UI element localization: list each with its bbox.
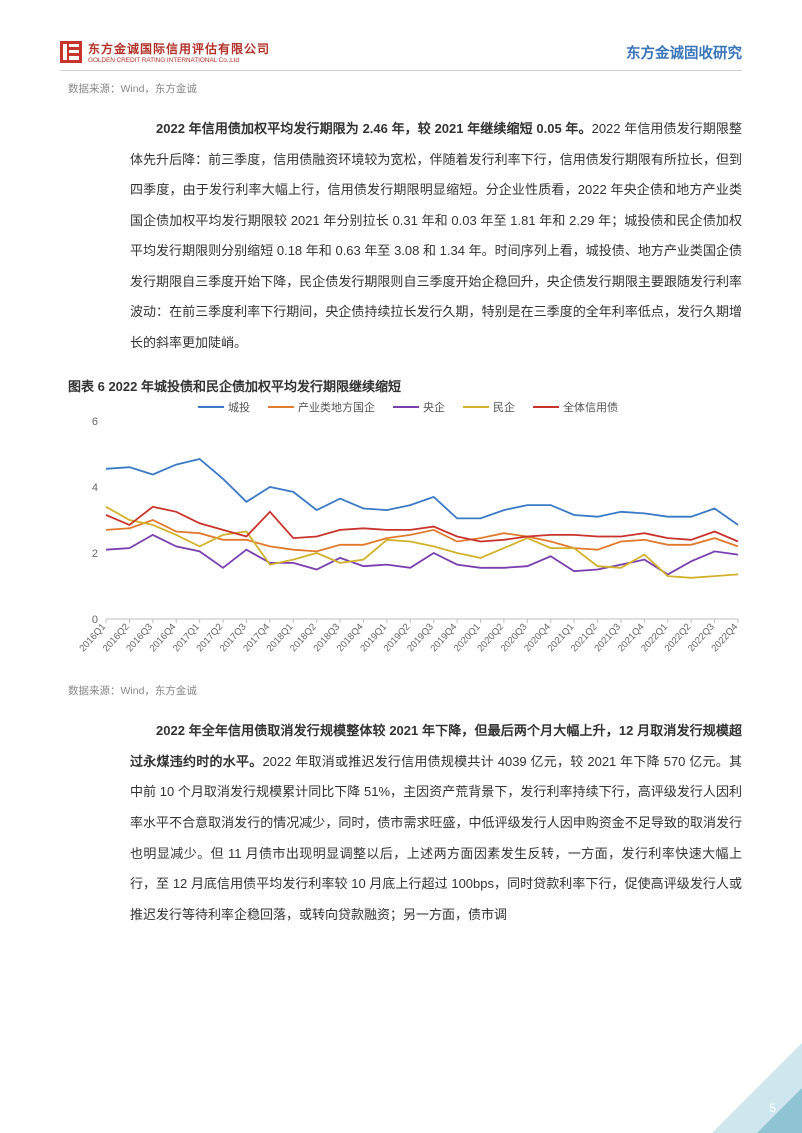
- chart-legend: 城投 产业类地方国企 央企 民企 全体信用债: [68, 399, 748, 415]
- logo-text-cn: 东方金诚国际信用评估有限公司: [88, 40, 270, 57]
- svg-text:2: 2: [92, 548, 98, 560]
- logo-icon: [60, 41, 82, 63]
- chart-6: 城投产业类地方国企央企民企全体信用债 02462016Q12016Q22016Q…: [68, 399, 748, 677]
- legend-item: 产业类地方国企: [268, 399, 375, 415]
- chart-source: 数据来源：Wind，东方金诚: [68, 683, 742, 698]
- chart-title: 图表 6 2022 年城投债和民企债加权平均发行期限继续缩短: [68, 376, 742, 395]
- paragraph-2-body: 2022 年取消或推迟发行信用债规模共计 4039 亿元，较 2021 年下降 …: [130, 754, 742, 922]
- paragraph-2: 2022 年全年信用债取消发行规模整体较 2021 年下降，但最后两个月大幅上升…: [130, 716, 742, 930]
- legend-swatch-icon: [393, 406, 419, 408]
- legend-item: 民企: [463, 399, 515, 415]
- paragraph-1-body: 2022 年信用债发行期限整体先升后降：前三季度，信用债融资环境较为宽松，伴随着…: [130, 121, 742, 350]
- top-data-source: 数据来源：Wind，东方金诚: [68, 81, 742, 96]
- paragraph-1: 2022 年信用债加权平均发行期限为 2.46 年，较 2021 年继续缩短 0…: [130, 114, 742, 358]
- legend-swatch-icon: [268, 406, 294, 408]
- legend-swatch-icon: [533, 406, 559, 408]
- chart-svg: 02462016Q12016Q22016Q32016Q42017Q12017Q2…: [68, 417, 748, 677]
- legend-label: 城投: [228, 399, 250, 415]
- paragraph-1-lead: 2022 年信用债加权平均发行期限为 2.46 年，较 2021 年继续缩短 0…: [156, 121, 592, 136]
- legend-item: 城投: [198, 399, 250, 415]
- legend-label: 民企: [493, 399, 515, 415]
- legend-swatch-icon: [198, 406, 224, 408]
- legend-swatch-icon: [463, 406, 489, 408]
- legend-item: 央企: [393, 399, 445, 415]
- svg-text:4: 4: [92, 482, 98, 494]
- header-right: 东方金诚固收研究: [626, 42, 742, 63]
- svg-text:6: 6: [92, 417, 98, 428]
- logo-block: 东方金诚国际信用评估有限公司 GOLDEN CREDIT RATING INTE…: [60, 40, 270, 64]
- legend-label: 全体信用债: [563, 399, 618, 415]
- logo-text-en: GOLDEN CREDIT RATING INTERNATIONAL Co.,L…: [88, 57, 270, 64]
- legend-item: 全体信用债: [533, 399, 618, 415]
- legend-label: 央企: [423, 399, 445, 415]
- page-header: 东方金诚国际信用评估有限公司 GOLDEN CREDIT RATING INTE…: [60, 40, 742, 71]
- page-number: 5: [769, 1101, 776, 1115]
- corner-decoration-icon: [682, 1013, 802, 1133]
- legend-label: 产业类地方国企: [298, 399, 375, 415]
